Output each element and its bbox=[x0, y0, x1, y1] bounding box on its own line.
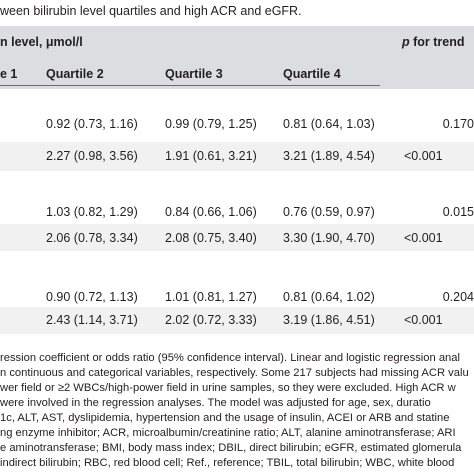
table-cell-q3: 2.08 (0.75, 3.40) bbox=[165, 231, 257, 245]
footnote-line: ression coefficient or odds ratio (95% c… bbox=[0, 352, 460, 364]
footnote-line: n continuous and categorical variables, … bbox=[0, 367, 469, 379]
table-cell-q2: 2.27 (0.98, 3.56) bbox=[46, 149, 138, 163]
table-cell-p-trend: <0.001 bbox=[404, 149, 443, 163]
table-cell-p-trend: 0.015 bbox=[442, 205, 474, 219]
header-divider bbox=[0, 85, 380, 86]
table-cell-q4: 3.19 (1.86, 4.51) bbox=[283, 313, 375, 327]
table-cell-q4: 3.21 (1.89, 4.54) bbox=[283, 149, 375, 163]
table-cell-q4: 0.81 (0.64, 1.03) bbox=[283, 117, 375, 131]
footnote-line: ng enzyme inhibitor; ACR, microalbumin/c… bbox=[0, 427, 456, 439]
table-caption: ween bilirubin level quartiles and high … bbox=[0, 4, 302, 18]
table-cell-q4: 0.81 (0.64, 1.02) bbox=[283, 290, 375, 304]
footnote-line: wer field or ≥2 WBCs/high-power field in… bbox=[0, 382, 456, 394]
table-cell-q3: 0.84 (0.66, 1.06) bbox=[165, 205, 257, 219]
table-cell-p-trend: <0.001 bbox=[404, 313, 443, 327]
table-cell-q4: 0.76 (0.59, 0.97) bbox=[283, 205, 375, 219]
quartile-4-header: Quartile 4 bbox=[283, 67, 341, 81]
table-cell-q3: 1.91 (0.61, 3.21) bbox=[165, 149, 257, 163]
table-cell-q2: 0.92 (0.73, 1.16) bbox=[46, 117, 138, 131]
table-cell-q2: 2.43 (1.14, 3.71) bbox=[46, 313, 138, 327]
table-cell-q2: 2.06 (0.78, 3.34) bbox=[46, 231, 138, 245]
footnote-line: e aminotransferase; BMI, body mass index… bbox=[0, 442, 462, 454]
row-band bbox=[0, 307, 474, 334]
table-cell-p-trend: 0.204 bbox=[442, 290, 474, 304]
footnote-line: indirect bilirubin; RBC, red blood cell;… bbox=[0, 457, 455, 469]
table-cell-q2: 0.90 (0.72, 1.13) bbox=[46, 290, 138, 304]
table-cell-q3: 0.99 (0.79, 1.25) bbox=[165, 117, 257, 131]
footnote-line: were involved in the regression analyses… bbox=[0, 397, 431, 409]
row-band bbox=[0, 224, 474, 251]
table-footnote: ression coefficient or odds ratio (95% c… bbox=[0, 351, 474, 471]
table-cell-q4: 3.30 (1.90, 4.70) bbox=[283, 231, 375, 245]
table-cell-p-trend: <0.001 bbox=[404, 231, 443, 245]
quartile-2-header: Quartile 2 bbox=[46, 67, 104, 81]
table-cell-q3: 1.01 (0.81, 1.27) bbox=[165, 290, 257, 304]
footnote-line: 1c, ALT, AST, dyslipidemia, hypertension… bbox=[0, 412, 450, 424]
quartile-3-header: Quartile 3 bbox=[165, 67, 223, 81]
table-header: n level, μmol/l p for trend e 1 Quartile… bbox=[0, 26, 474, 89]
row-band bbox=[0, 142, 474, 171]
table-cell-q3: 2.02 (0.72, 3.33) bbox=[165, 313, 257, 327]
table-cell-q2: 1.03 (0.82, 1.29) bbox=[46, 205, 138, 219]
p-for-trend-header: p for trend bbox=[402, 35, 465, 49]
quartile-1-header: e 1 bbox=[0, 67, 18, 81]
table-cell-p-trend: 0.170 bbox=[442, 117, 474, 131]
bilirubin-level-group-label: n level, μmol/l bbox=[0, 35, 83, 49]
